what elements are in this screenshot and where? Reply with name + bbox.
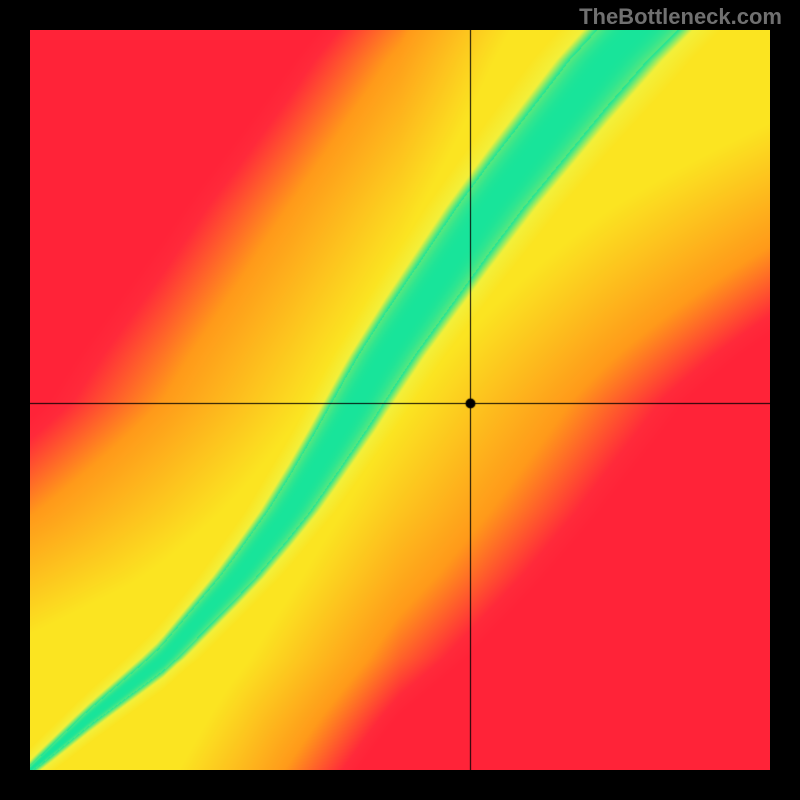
watermark-text: TheBottleneck.com bbox=[579, 4, 782, 30]
chart-container: TheBottleneck.com bbox=[0, 0, 800, 800]
bottleneck-heatmap bbox=[30, 30, 770, 770]
